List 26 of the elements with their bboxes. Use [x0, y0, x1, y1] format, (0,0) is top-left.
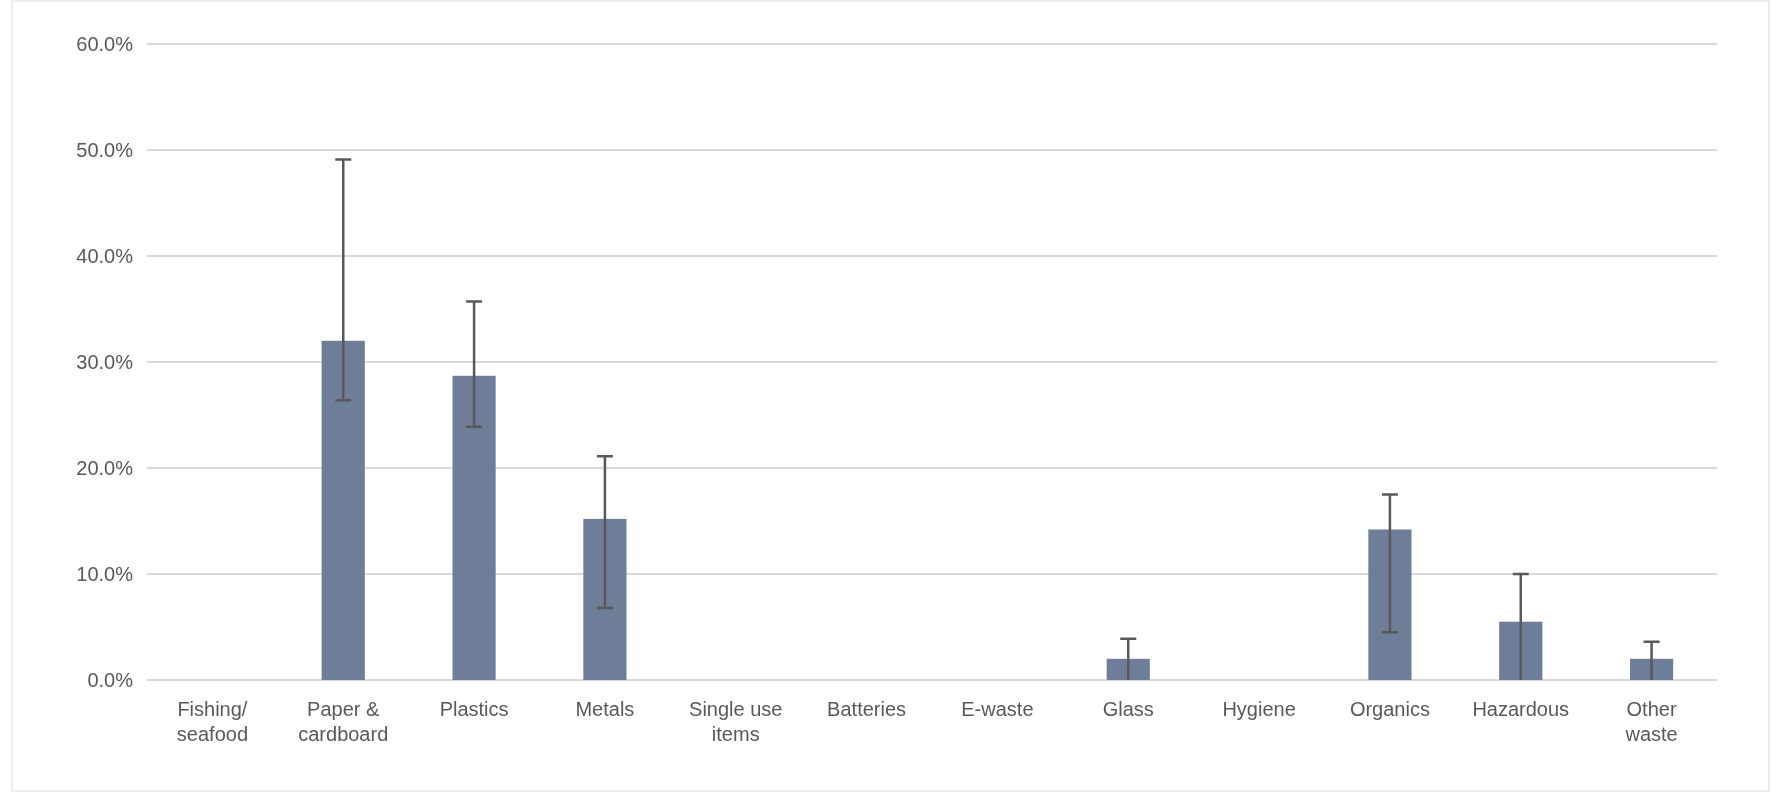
x-tick-label: Metals [575, 698, 635, 720]
x-tick-label: Fishing/ seafood [176, 698, 248, 745]
x-tick-label: Single use items [689, 698, 783, 745]
bar [583, 518, 627, 680]
x-tick-label: Other waste [1624, 698, 1678, 745]
x-tick-label: Organics [1349, 698, 1430, 720]
bar [321, 340, 365, 680]
x-tick-label: Hygiene [1222, 698, 1296, 720]
x-tick-label: Paper & cardboard [298, 698, 389, 745]
bar [1106, 658, 1150, 680]
bar [452, 375, 496, 680]
y-tick-label: 10.0% [76, 562, 134, 585]
x-tick-label: Glass [1102, 698, 1154, 720]
y-tick-label: 20.0% [76, 456, 134, 479]
y-tick-label: 40.0% [76, 244, 134, 267]
x-tick-label: E-waste [961, 698, 1034, 720]
bar [1368, 529, 1412, 680]
x-tick-label: Batteries [827, 698, 907, 720]
y-tick-label: 60.0% [76, 32, 134, 55]
bar [1499, 621, 1543, 680]
x-tick-label: Hazardous [1472, 698, 1570, 720]
y-tick-label: 0.0% [87, 668, 134, 691]
bar [1630, 658, 1674, 680]
y-tick-label: 50.0% [76, 138, 134, 161]
y-tick-label: 30.0% [76, 350, 134, 373]
x-tick-label: Plastics [439, 698, 509, 720]
